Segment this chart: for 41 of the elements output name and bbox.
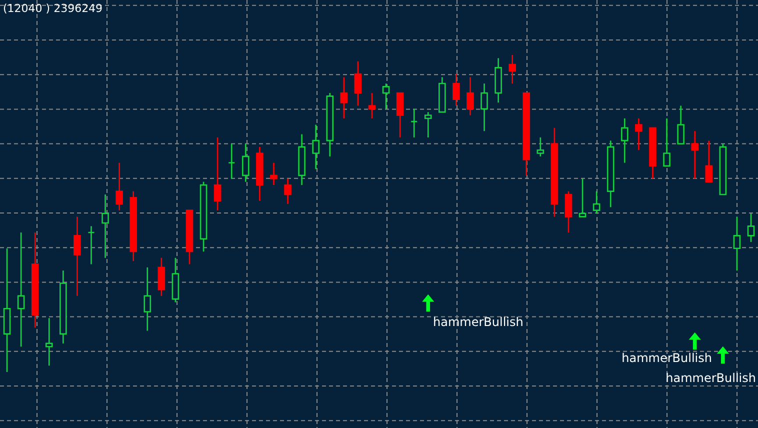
- candlestick: [564, 190, 572, 234]
- candlestick: [621, 118, 628, 164]
- annotation: hammerBullish: [433, 315, 524, 329]
- candlestick: [663, 118, 670, 167]
- candlestick: [354, 60, 362, 106]
- candlestick: [466, 76, 474, 116]
- candlestick: [410, 108, 418, 138]
- candlestick: [536, 136, 544, 158]
- candlestick: [312, 124, 320, 170]
- candlestick: [74, 216, 81, 297]
- candlestick: [396, 92, 404, 138]
- candlestick: [144, 266, 152, 332]
- annotation: hammerBullish: [622, 351, 712, 365]
- candlestick: [691, 130, 698, 180]
- candlestick: [116, 162, 123, 211]
- candlestick: [284, 178, 292, 205]
- candlestick: [340, 76, 348, 120]
- candlestick: [242, 143, 250, 182]
- chart-title: (12040 ) 2396249: [3, 2, 103, 15]
- candlestick: [508, 54, 516, 84]
- candlestick: [17, 232, 25, 348]
- candlestick: [677, 105, 684, 144]
- candlestick: [214, 136, 222, 211]
- annotation: hammerBullish: [666, 371, 756, 385]
- candlestick: [368, 92, 376, 120]
- candlestick: [382, 82, 390, 110]
- candlestick: [733, 216, 741, 272]
- candlestick: [480, 82, 488, 132]
- candlestick: [158, 257, 166, 297]
- candlestick: [45, 317, 53, 366]
- candlestick: [578, 178, 586, 218]
- candlestick: [452, 73, 460, 106]
- candlestick: [635, 118, 642, 151]
- candlestick: [270, 162, 278, 186]
- candlestick: [747, 212, 755, 243]
- candlestick: [424, 111, 432, 138]
- candlestick: [228, 143, 236, 180]
- candlestick: [102, 194, 109, 259]
- candlestick: [592, 190, 600, 214]
- candlestick: [88, 226, 95, 265]
- candlestick: [705, 140, 713, 182]
